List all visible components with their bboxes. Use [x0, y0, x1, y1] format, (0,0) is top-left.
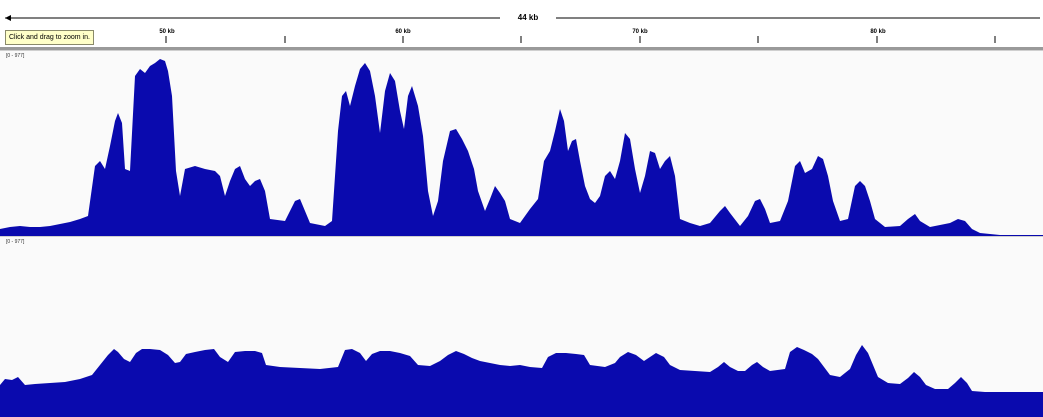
coverage-track-2[interactable]: [0 - 977] — [0, 236, 1043, 417]
tick-label-70kb: 70 kb — [632, 29, 648, 35]
span-label: 44 kb — [500, 13, 556, 22]
coverage-plot-2 — [0, 345, 1043, 417]
track-2-range: [0 - 977] — [6, 239, 25, 245]
ruler[interactable]: 44 kb 50 kb 60 kb 70 kb 80 kb Click and … — [0, 0, 1043, 46]
tick-label-60kb: 60 kb — [395, 29, 411, 35]
zoom-tooltip: Click and drag to zoom in. — [5, 30, 94, 45]
coverage-plot-1 — [0, 59, 1043, 237]
tick-label-80kb: 80 kb — [870, 29, 886, 35]
ruler-axis — [5, 15, 1040, 43]
tick-label-50kb: 50 kb — [159, 29, 175, 35]
coverage-track-1[interactable]: [0 - 977] — [0, 50, 1043, 237]
track-1-range: [0 - 977] — [6, 53, 25, 59]
track-divider — [0, 47, 1043, 50]
coverage-signal-1 — [0, 59, 1043, 237]
coverage-signal-2 — [0, 345, 1043, 417]
left-arrow-icon — [5, 15, 11, 21]
